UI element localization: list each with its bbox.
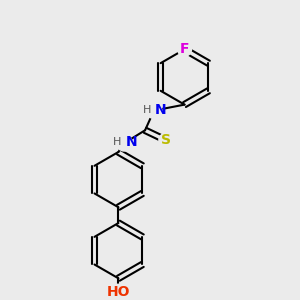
Text: F: F — [180, 42, 189, 56]
Circle shape — [110, 284, 126, 300]
Circle shape — [159, 133, 173, 147]
Text: N: N — [125, 135, 137, 149]
Text: S: S — [161, 133, 171, 147]
Circle shape — [146, 103, 162, 118]
Text: H: H — [113, 137, 122, 147]
Text: HO: HO — [107, 285, 130, 299]
Circle shape — [116, 135, 132, 151]
Text: N: N — [155, 103, 167, 116]
Text: H: H — [142, 104, 151, 115]
Circle shape — [178, 42, 191, 56]
